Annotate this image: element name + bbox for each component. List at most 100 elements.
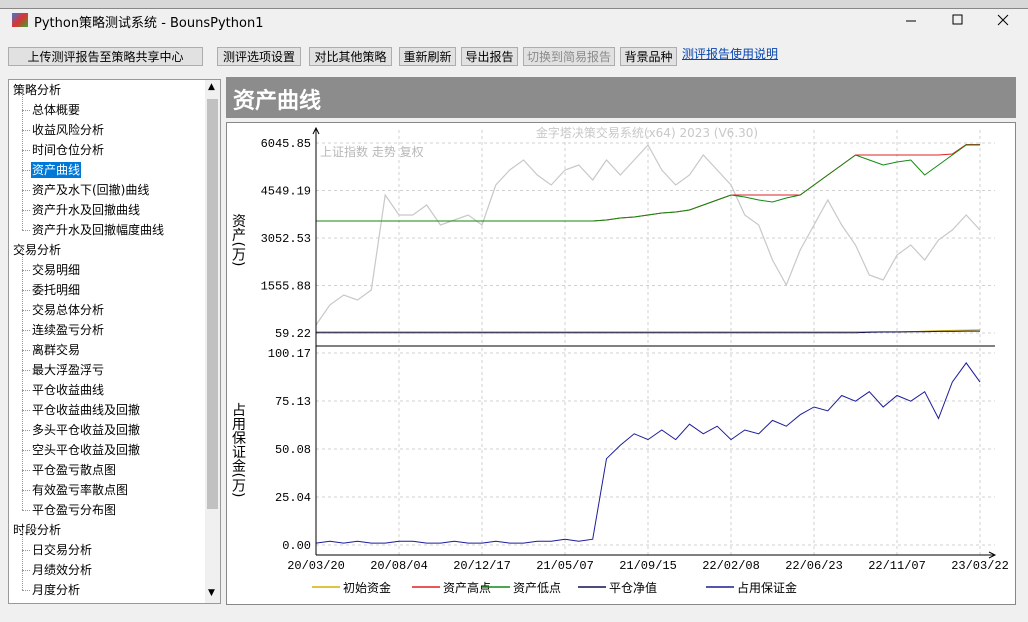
tree-connector: [22, 290, 30, 291]
scroll-down[interactable]: ▼: [208, 588, 215, 598]
tree-connector: [22, 430, 30, 431]
button[interactable]: 导出报告: [461, 47, 518, 66]
tree-connector: [22, 290, 23, 310]
scrollbar[interactable]: ▲ ▼: [205, 80, 220, 603]
tree-connector: [22, 90, 23, 110]
tree-item[interactable]: 收益风险分析: [32, 123, 105, 137]
y-tick-label: 4549.19: [261, 185, 311, 199]
tree-item[interactable]: 资产曲线: [31, 162, 82, 178]
x-tick-label: 20/08/04: [370, 559, 428, 573]
close[interactable]: [997, 14, 1009, 26]
tree-connector: [22, 590, 30, 591]
tree-connector: [22, 390, 30, 391]
series-line: [315, 362, 981, 544]
tree-item[interactable]: 平仓收益曲线: [32, 383, 105, 397]
tree-connector: [22, 390, 23, 410]
tree-connector: [22, 490, 30, 491]
y-tick-label: 3052.53: [261, 232, 311, 246]
tree-item[interactable]: 资产升水及回撤幅度曲线: [32, 223, 165, 237]
x-tick-label: 20/03/20: [287, 559, 345, 573]
tree-connector: [22, 370, 23, 390]
tree-item[interactable]: 空头平仓收益及回撤: [32, 443, 141, 457]
tree-connector: [22, 310, 30, 311]
button[interactable]: 背景品种: [620, 47, 677, 66]
tree-item[interactable]: 多头平仓收益及回撤: [32, 423, 141, 437]
tree-group[interactable]: 交易分析: [13, 243, 62, 257]
x-tick-label: 23/03/22: [951, 559, 1009, 573]
tree-connector: [22, 570, 30, 571]
overlay-label: 上证指数 走势 复权: [320, 144, 424, 159]
button[interactable]: 上传测评报告至策略共享中心: [8, 47, 203, 66]
tree-group[interactable]: 策略分析: [13, 83, 62, 97]
help-link[interactable]: 测评报告使用说明: [682, 47, 779, 61]
tree-connector: [22, 270, 23, 290]
tree-connector: [22, 510, 30, 511]
button[interactable]: 对比其他策略: [309, 47, 392, 66]
tree-connector: [22, 250, 23, 270]
legend-label: 占用保证金: [737, 580, 797, 595]
y-tick-label: 1555.88: [261, 279, 311, 293]
tree-connector: [22, 370, 30, 371]
tree-item[interactable]: 资产及水下(回撤)曲线: [32, 183, 150, 197]
tree-item[interactable]: 月度分析: [32, 583, 81, 597]
maximize[interactable]: [952, 14, 963, 25]
series-line: [316, 144, 980, 222]
tree-item[interactable]: 连续盈亏分析: [32, 323, 105, 337]
tree-item[interactable]: 离群交易: [32, 343, 81, 357]
series-line: [316, 330, 980, 334]
tree-connector: [22, 410, 30, 411]
tree-group[interactable]: 时段分析: [13, 523, 62, 537]
tree-item[interactable]: 有效盈亏率散点图: [32, 483, 129, 497]
x-tick-label: 21/09/15: [619, 559, 677, 573]
tree-item[interactable]: 总体概要: [32, 103, 81, 117]
tree-item[interactable]: 资产升水及回撤曲线: [32, 203, 141, 217]
y-axis-label: 资产(万): [230, 214, 246, 267]
tree-item[interactable]: 委托明细: [32, 283, 81, 297]
tree-connector: [22, 410, 23, 430]
watermark: 金字塔决策交易系统(x64) 2023 (V6.30): [536, 125, 758, 140]
y-tick-label: 59.22: [275, 327, 311, 341]
x-tick-label: 21/05/07: [536, 559, 594, 573]
y-tick-label: 25.04: [275, 491, 311, 505]
button: 切换到简易报告: [523, 47, 615, 66]
window-controls[interactable]: [880, 8, 1028, 34]
panel-header: 资产曲线: [226, 77, 1016, 118]
tree-connector: [22, 470, 23, 490]
tree-connector: [22, 270, 30, 271]
x-axis: [316, 551, 997, 559]
tree-item[interactable]: 交易明细: [32, 263, 81, 277]
tree-item[interactable]: 时间仓位分析: [32, 143, 105, 157]
tree-item[interactable]: 日交易分析: [32, 543, 93, 557]
legend-label: 资产高点: [443, 580, 491, 595]
tree-connector: [22, 330, 23, 350]
button[interactable]: 测评选项设置: [217, 47, 301, 66]
tree-connector: [22, 470, 30, 471]
tree-connector: [22, 170, 30, 171]
tree-item[interactable]: 最大浮盈浮亏: [32, 363, 105, 377]
tree-item[interactable]: 平仓收益曲线及回撤: [32, 403, 141, 417]
tree-item[interactable]: 平仓盈亏分布图: [32, 503, 117, 517]
legend-label: 平仓净值: [609, 580, 657, 595]
index-line: [315, 143, 981, 326]
tree-connector: [22, 550, 30, 551]
scroll-up[interactable]: ▲: [208, 82, 215, 92]
tree-connector: [22, 450, 30, 451]
tree-connector: [22, 150, 23, 170]
tree-connector: [22, 490, 23, 510]
tree-connector: [22, 110, 30, 111]
nav-tree: ▲ ▼ 策略分析 总体概要 收益风险分析 时间仓位分析 资产曲线 资产及水下(回撤)曲线资…: [8, 79, 221, 604]
chart-frame: [226, 122, 1016, 605]
tree-connector: [22, 330, 30, 331]
tree-item[interactable]: 交易总体分析: [32, 303, 105, 317]
legend-label: 资产低点: [513, 581, 561, 595]
x-tick-label: 20/12/17: [453, 559, 511, 573]
tree-connector: [22, 130, 30, 131]
panel-title: 资产曲线: [233, 89, 322, 114]
tree-item[interactable]: 平仓盈亏散点图: [32, 463, 117, 477]
button[interactable]: 重新刷新: [399, 47, 456, 66]
scroll-thumb[interactable]: [207, 99, 218, 509]
tree-item[interactable]: 月绩效分析: [32, 563, 93, 577]
tree-connector: [22, 310, 23, 330]
background-window: [0, 0, 1028, 8]
